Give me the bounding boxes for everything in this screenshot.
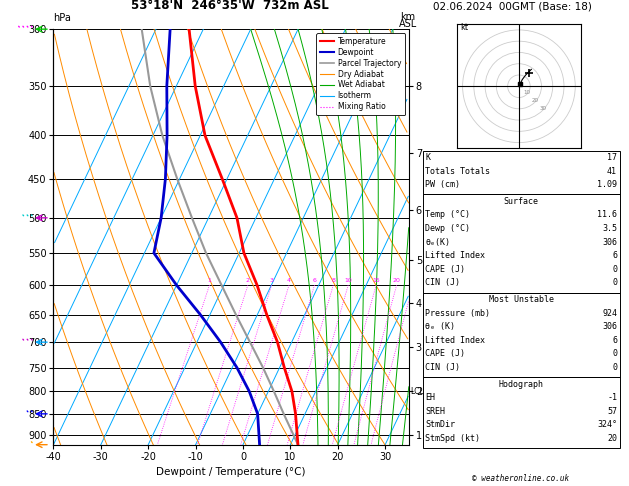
Text: 1.09: 1.09	[597, 180, 617, 190]
Text: 0: 0	[612, 265, 617, 274]
Text: Surface: Surface	[504, 197, 538, 206]
Text: CAPE (J): CAPE (J)	[425, 265, 465, 274]
Text: StmDir: StmDir	[425, 420, 455, 430]
Text: ASL: ASL	[398, 19, 417, 29]
Text: Dewp (°C): Dewp (°C)	[425, 224, 470, 233]
Text: 3: 3	[270, 278, 274, 283]
Text: Temp (°C): Temp (°C)	[425, 210, 470, 220]
Text: CAPE (J): CAPE (J)	[425, 349, 465, 359]
Text: 57: 57	[607, 407, 617, 416]
Text: StmSpd (kt): StmSpd (kt)	[425, 434, 480, 443]
Text: CIN (J): CIN (J)	[425, 363, 460, 372]
Text: Lifted Index: Lifted Index	[425, 251, 485, 260]
Text: Lifted Index: Lifted Index	[425, 336, 485, 345]
Text: 0: 0	[612, 363, 617, 372]
Text: Pressure (mb): Pressure (mb)	[425, 309, 490, 318]
Text: 306: 306	[602, 238, 617, 247]
Text: θₑ (K): θₑ (K)	[425, 322, 455, 331]
Text: 10: 10	[523, 90, 530, 95]
Text: 10: 10	[344, 278, 352, 283]
Text: EH: EH	[425, 393, 435, 402]
Legend: Temperature, Dewpoint, Parcel Trajectory, Dry Adiabat, Wet Adiabat, Isotherm, Mi: Temperature, Dewpoint, Parcel Trajectory…	[316, 33, 405, 115]
Text: hPa: hPa	[53, 13, 71, 23]
Text: 53°18'N  246°35'W  732m ASL: 53°18'N 246°35'W 732m ASL	[131, 0, 328, 12]
Text: LCL: LCL	[411, 387, 425, 396]
Text: km: km	[400, 12, 415, 22]
Text: K: K	[425, 153, 430, 162]
Text: 3.5: 3.5	[602, 224, 617, 233]
X-axis label: Dewpoint / Temperature (°C): Dewpoint / Temperature (°C)	[157, 467, 306, 477]
Text: 02.06.2024  00GMT (Base: 18): 02.06.2024 00GMT (Base: 18)	[433, 1, 592, 12]
Text: kt: kt	[460, 23, 469, 32]
Text: 2: 2	[246, 278, 250, 283]
Text: 17: 17	[607, 153, 617, 162]
Text: 6: 6	[313, 278, 316, 283]
Text: 1: 1	[208, 278, 211, 283]
Text: 0: 0	[612, 349, 617, 359]
Text: 306: 306	[602, 322, 617, 331]
Text: 30: 30	[539, 106, 547, 111]
Text: 41: 41	[607, 167, 617, 176]
Text: 8: 8	[331, 278, 335, 283]
Text: 15: 15	[372, 278, 380, 283]
Text: SREH: SREH	[425, 407, 445, 416]
Text: 0: 0	[612, 278, 617, 288]
Text: Most Unstable: Most Unstable	[489, 295, 554, 304]
Text: 6: 6	[612, 251, 617, 260]
Text: 924: 924	[602, 309, 617, 318]
Text: © weatheronline.co.uk: © weatheronline.co.uk	[472, 474, 569, 483]
Text: CIN (J): CIN (J)	[425, 278, 460, 288]
Text: 324°: 324°	[597, 420, 617, 430]
Text: 20: 20	[607, 434, 617, 443]
Text: PW (cm): PW (cm)	[425, 180, 460, 190]
Text: 6: 6	[612, 336, 617, 345]
Text: Totals Totals: Totals Totals	[425, 167, 490, 176]
Text: θₑ(K): θₑ(K)	[425, 238, 450, 247]
Text: 4: 4	[287, 278, 291, 283]
Text: 20: 20	[532, 98, 538, 103]
Text: 20: 20	[392, 278, 401, 283]
Text: Hodograph: Hodograph	[499, 380, 543, 389]
Text: -1: -1	[607, 393, 617, 402]
Text: 11.6: 11.6	[597, 210, 617, 220]
